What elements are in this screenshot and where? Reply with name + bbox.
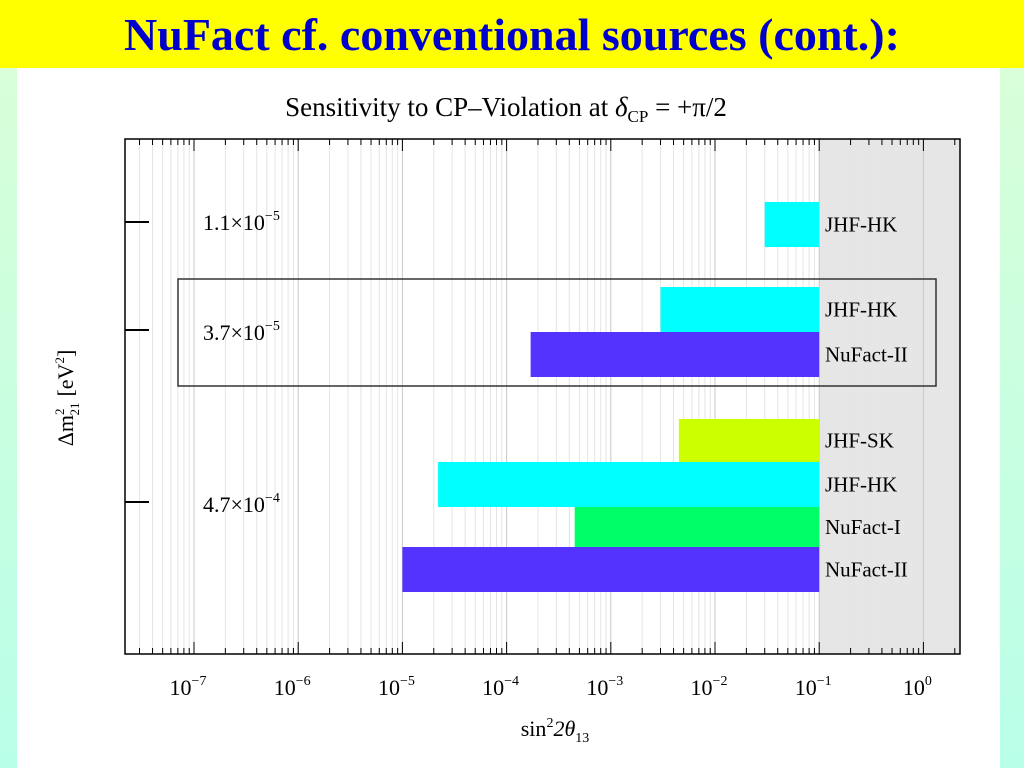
highlight-box — [177, 278, 937, 387]
bar-jhf-hk — [660, 287, 820, 332]
bar-label: JHF-HK — [825, 298, 897, 322]
x-tick-label: 100 — [903, 674, 932, 700]
x-tick-label: 10−3 — [586, 674, 623, 700]
bar-label: JHF-HK — [825, 213, 897, 237]
excluded-region — [819, 139, 960, 654]
bar-label: NuFact-I — [825, 515, 901, 539]
cp-violation-chart: Sensitivity to CP–Violation at δCP = +π/… — [52, 92, 961, 746]
chart-title: Sensitivity to CP–Violation at δCP = +π/… — [285, 92, 727, 126]
x-tick-label: 10−2 — [691, 674, 728, 700]
bar-label: JHF-HK — [825, 473, 897, 497]
bar-label: NuFact-II — [825, 558, 908, 582]
bar-jhf-hk — [764, 202, 820, 247]
chart-panel: Sensitivity to CP–Violation at δCP = +π/… — [17, 68, 1000, 768]
group-label: 4.7×10−4 — [203, 491, 280, 517]
x-tick-label: 10−6 — [274, 674, 311, 700]
x-tick-label: 10−1 — [795, 674, 832, 700]
x-tick-label: 10−7 — [170, 674, 207, 700]
slide-title: NuFact cf. conventional sources (cont.): — [124, 8, 900, 60]
group-label: 3.7×10−5 — [203, 319, 280, 345]
y-axis-label: Δm221[eV2] — [52, 350, 82, 447]
x-tick-label: 10−5 — [378, 674, 415, 700]
bar-jhf-hk — [438, 462, 820, 507]
bar-nufact-ii — [530, 332, 820, 377]
bar-nufact-i — [574, 507, 820, 547]
bar-label: NuFact-II — [825, 343, 908, 367]
bar-jhf-sk — [678, 419, 820, 462]
right-border — [1000, 68, 1024, 768]
left-border — [0, 68, 17, 768]
slide-title-bar: NuFact cf. conventional sources (cont.): — [0, 0, 1024, 68]
x-tick-label: 10−4 — [482, 674, 519, 700]
bar-label: JHF-SK — [825, 429, 894, 453]
group-label: 1.1×10−5 — [203, 209, 280, 235]
plot-frame — [124, 138, 961, 655]
bar-nufact-ii — [402, 547, 820, 592]
x-axis-label: sin22θ13 — [521, 716, 590, 746]
